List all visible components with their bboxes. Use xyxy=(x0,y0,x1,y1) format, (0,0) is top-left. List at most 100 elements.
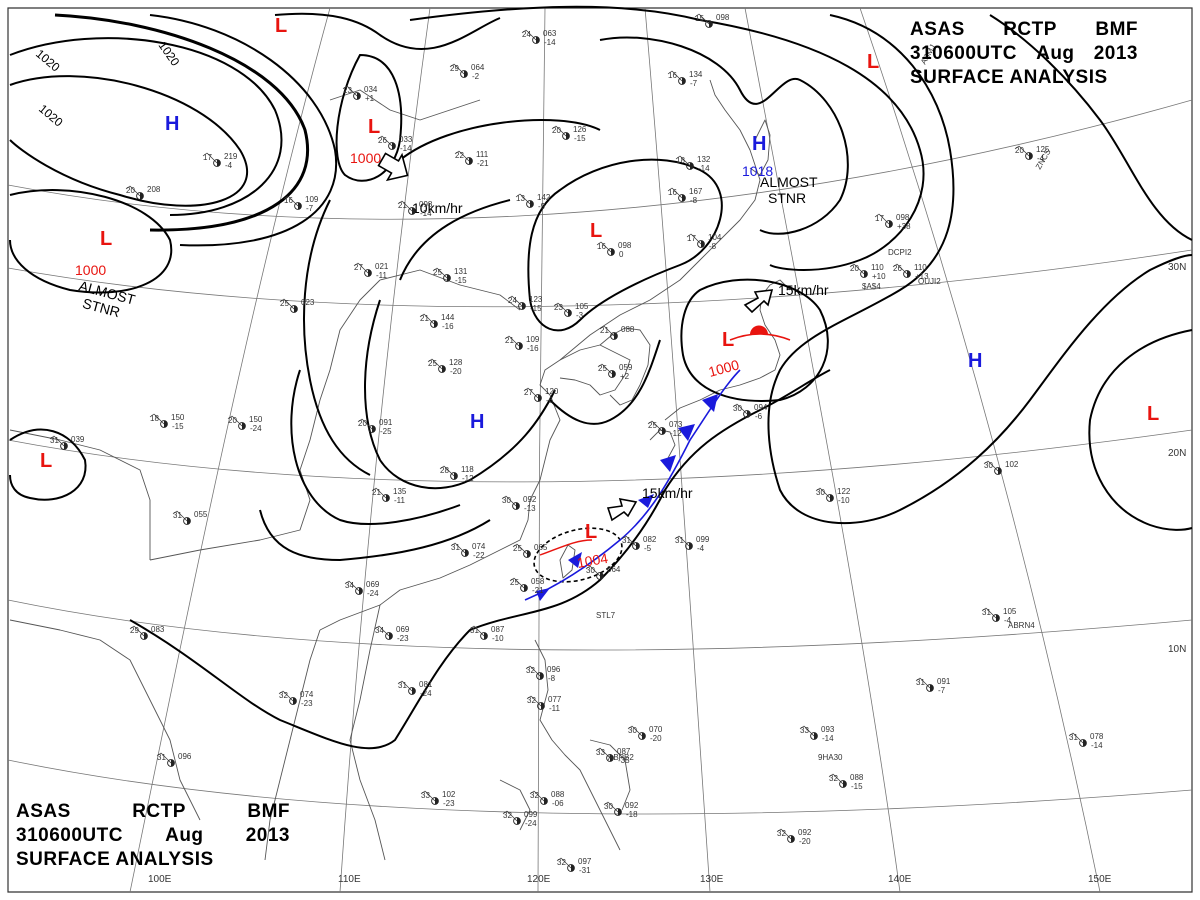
station-temperature: 20 xyxy=(552,126,561,135)
station-plot: 27 021-11 xyxy=(353,262,389,280)
station-temperature: 31 xyxy=(916,678,925,687)
office-code: BMF xyxy=(1095,19,1138,40)
station-pressure: 088 xyxy=(850,773,864,782)
station-tendency: +1 xyxy=(365,94,375,103)
station-pressure: 134 xyxy=(689,70,703,79)
station-temperature: 16 xyxy=(284,196,293,205)
station-tendency: -24 xyxy=(420,689,432,698)
station-temperature: 15 xyxy=(695,14,704,23)
title-block-bottom: ASAS RCTP BMF 310600UTC Aug 2013 SURFACE… xyxy=(16,800,290,872)
station-pressure: 118 xyxy=(461,465,474,474)
station-temperature: 31 xyxy=(982,608,991,617)
station-plot: 21 109-16 xyxy=(504,335,540,353)
station-pressure: 167 xyxy=(689,187,703,196)
dashed-isobar xyxy=(533,527,623,583)
center-pressure-value: 1018 xyxy=(742,163,773,179)
station-tendency: -12 xyxy=(670,429,682,438)
center-pressure-value: 1000 xyxy=(707,356,741,380)
station-pressure: 087 xyxy=(617,747,631,756)
station-pressure: 098 xyxy=(896,213,910,222)
station-tendency: -15 xyxy=(530,304,542,313)
station-pressure: 074 xyxy=(300,690,314,699)
station-pressure: 034 xyxy=(364,85,378,94)
title-block-top: ASAS RCTP BMF 310600UTC Aug 2013 SURFACE… xyxy=(910,18,1138,90)
station-tendency: -16 xyxy=(442,322,454,331)
station-temperature: 20 xyxy=(358,419,367,428)
station-temperature: 31 xyxy=(157,753,166,762)
station-plot: 31 078-14 xyxy=(1068,732,1104,750)
station-pressure: 128 xyxy=(449,358,463,367)
station-pressure: 077 xyxy=(548,695,562,704)
station-temperature: 21 xyxy=(372,488,381,497)
station-tendency: +10 xyxy=(872,272,886,281)
station-plot: 20 208 xyxy=(125,185,161,200)
station-plot: 32 088-06 xyxy=(529,790,565,808)
longitude-label: 110E xyxy=(338,874,361,885)
station-pressure: 033 xyxy=(399,135,413,144)
station-plot: 17 219-4 xyxy=(202,152,238,170)
latitude-label: 30N xyxy=(1168,262,1186,273)
station-pressure: 144 xyxy=(441,313,455,322)
station-code: DCPI2 xyxy=(888,248,912,257)
station-plot: 17 104-8 xyxy=(686,233,722,251)
station-pressure: 088 xyxy=(621,325,635,334)
station-temperature: 33 xyxy=(596,748,605,757)
station-plot: 20 126-15 xyxy=(551,125,587,143)
station-plot: 30 092-13 xyxy=(501,495,537,513)
station-pressure: 122 xyxy=(837,487,851,496)
station-plot: 30 102 xyxy=(983,460,1019,475)
station-pressure: 092 xyxy=(625,801,639,810)
station-plot: 32 097-31 xyxy=(556,857,592,875)
station-plot: 33 102-23 xyxy=(420,790,456,808)
station-plot: 20 091-25 xyxy=(357,418,393,436)
station-tendency: +13 xyxy=(915,272,929,281)
station-pressure: 083 xyxy=(151,625,165,634)
station-pressure: 097 xyxy=(578,857,592,866)
station-pressure: 074 xyxy=(472,542,486,551)
station-tendency: -4 xyxy=(1037,154,1045,163)
station-tendency: -14 xyxy=(822,734,834,743)
station-pressure: 073 xyxy=(669,420,683,429)
station-tendency: -4 xyxy=(1004,616,1012,625)
motion-speed-label: 15km/hr xyxy=(642,485,693,501)
station-plot: 33 093-14 xyxy=(799,725,835,743)
station-plot: 31 039 xyxy=(49,435,85,450)
station-tendency: -20 xyxy=(650,734,662,743)
station-tendency: -21 xyxy=(532,586,544,595)
station-pressure: 110 xyxy=(914,263,927,272)
station-temperature: 32 xyxy=(527,696,536,705)
product-title: SURFACE ANALYSIS xyxy=(910,67,1108,88)
station-code: $A$4 xyxy=(862,282,881,291)
center-pressure-value: 1000 xyxy=(75,262,106,278)
station-tendency: -06 xyxy=(552,799,564,808)
station-tendency: -7 xyxy=(306,204,314,213)
station-plot: 34 069-24 xyxy=(344,580,380,598)
station-tendency: -31 xyxy=(579,866,591,875)
station-temperature: 32 xyxy=(279,691,288,700)
low-center: L xyxy=(100,228,112,250)
station-tendency: -8 xyxy=(548,674,556,683)
station-plot: 31 087-10 xyxy=(469,625,505,643)
station-plot: 17 098+38 xyxy=(874,213,911,231)
station-temperature: 31 xyxy=(1069,733,1078,742)
station-pressure: 098 xyxy=(618,241,632,250)
low-center: L xyxy=(867,51,879,73)
low-center: L xyxy=(590,220,602,242)
station-plot: 32 099-24 xyxy=(502,810,538,828)
longitude-label: 140E xyxy=(888,874,912,885)
station-pressure: 105 xyxy=(575,302,589,311)
station-tendency: -15 xyxy=(851,782,863,791)
station-plot: 31 099-4 xyxy=(674,535,710,553)
station-temperature: 29 xyxy=(450,64,459,73)
station-temperature: 21 xyxy=(420,314,429,323)
station-tendency: -5 xyxy=(644,544,652,553)
product-title: SURFACE ANALYSIS xyxy=(16,849,214,870)
pressure-centers: L L 1000 L 1000 H L H 1018 L H L 1000 H L L L 1004 xyxy=(40,15,1159,571)
station-tendency: -14 xyxy=(400,144,412,153)
station-pressure: 087 xyxy=(491,625,505,634)
station-plot: 33 087-35 xyxy=(595,747,631,765)
high-center: H xyxy=(968,350,982,372)
station-temperature: 20 xyxy=(228,416,237,425)
station-temperature: 21 xyxy=(600,326,609,335)
station-temperature: 34 xyxy=(345,581,354,590)
